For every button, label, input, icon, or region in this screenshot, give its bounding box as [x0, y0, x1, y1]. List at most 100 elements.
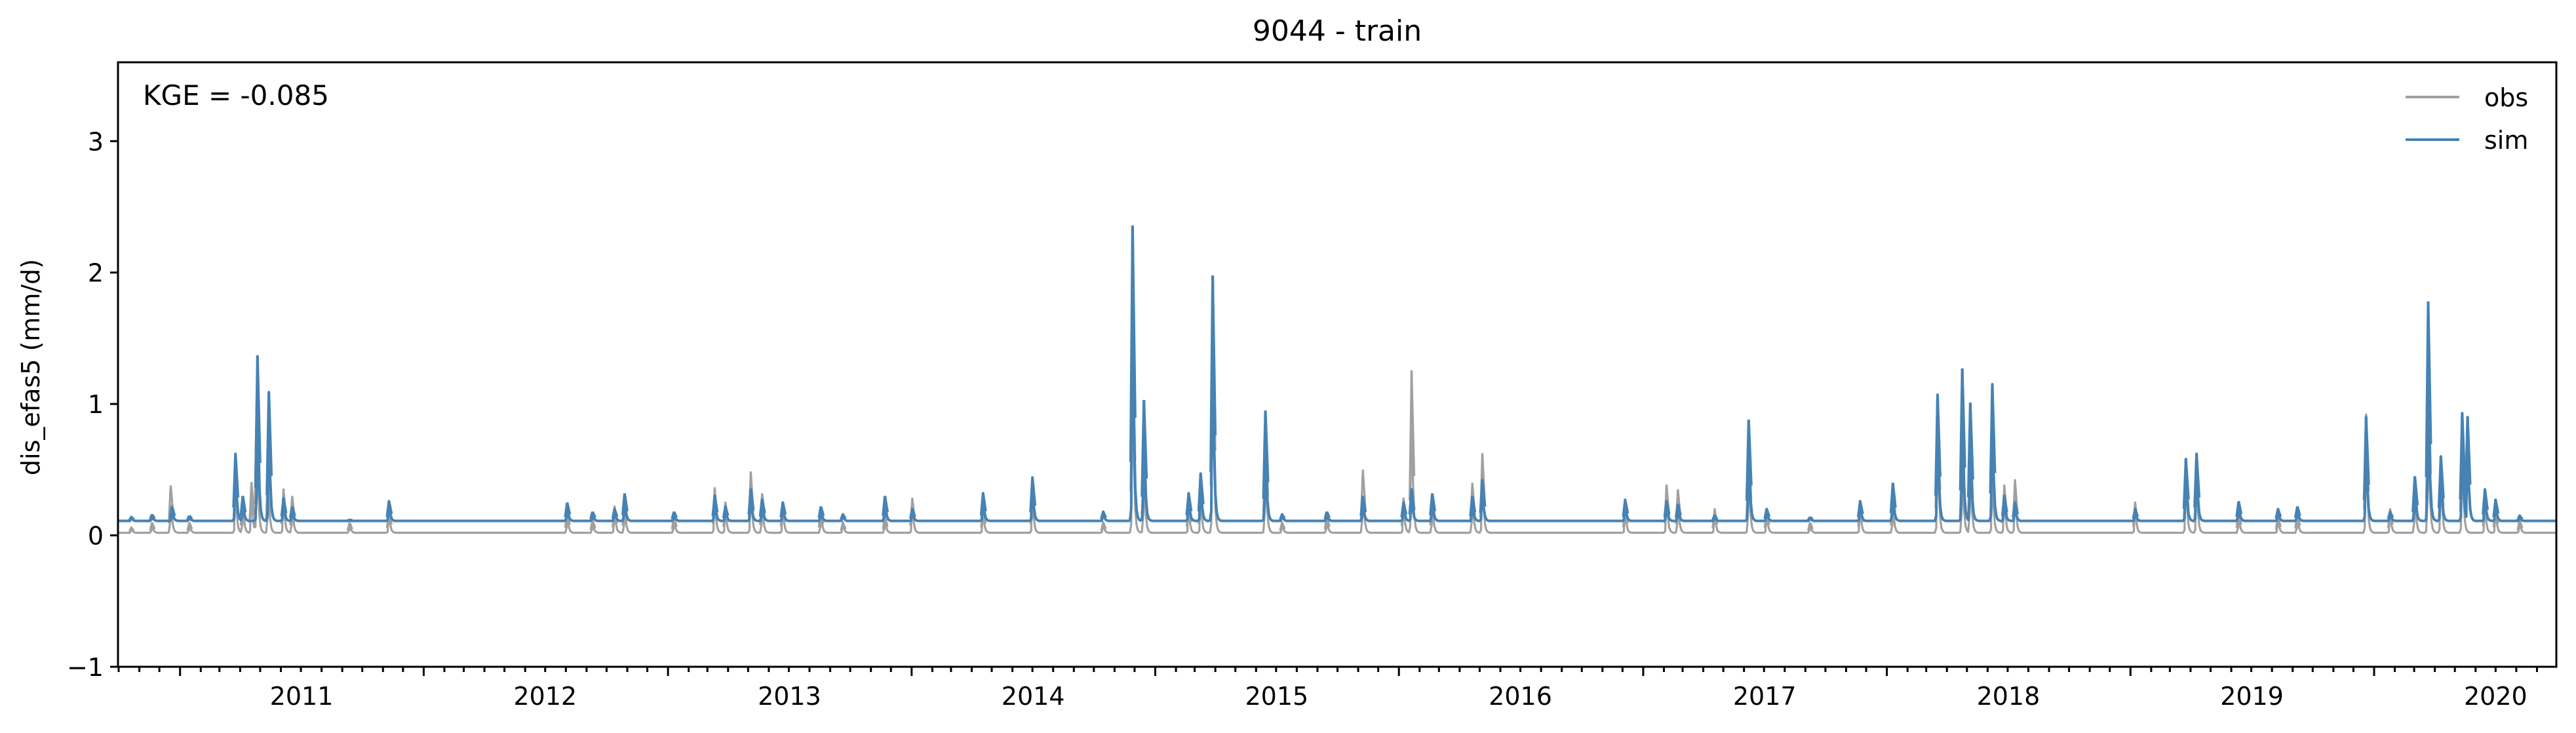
y-tick-label: −1	[67, 653, 104, 682]
peak-sim	[1325, 511, 1331, 519]
peak-sim	[1264, 410, 1270, 483]
legend-sim-label: sim	[2484, 126, 2528, 155]
peak-sim	[724, 505, 730, 517]
peak-sim	[1199, 473, 1205, 505]
peak-obs	[1410, 370, 1416, 477]
peak-obs	[884, 515, 889, 527]
x-tick-label: 2011	[270, 682, 334, 711]
y-tick-label: 2	[88, 259, 104, 288]
peak-sim	[1142, 400, 1148, 479]
series-line-sim	[118, 225, 2556, 523]
peak-sim	[349, 518, 353, 522]
peak-sim	[188, 515, 193, 520]
peak-obs	[2518, 519, 2524, 529]
peak-sim	[282, 498, 288, 513]
peak-sim	[1361, 496, 1367, 513]
peak-obs	[188, 521, 193, 530]
peak-obs	[842, 521, 847, 530]
peak-sim	[760, 498, 766, 513]
x-tick-label: 2019	[2220, 682, 2284, 711]
peak-sim	[1624, 500, 1630, 514]
peak-sim	[2134, 508, 2139, 517]
peak-sim	[981, 493, 987, 512]
peak-sim	[819, 505, 825, 517]
peak-sim	[1102, 511, 1107, 519]
peak-sim	[2427, 301, 2432, 445]
series-line-obs	[118, 298, 2556, 534]
peak-sim	[1713, 515, 1719, 520]
peak-sim	[2439, 456, 2445, 499]
peak-sim	[2237, 501, 2243, 515]
y-tick-label: 1	[88, 390, 104, 419]
peak-sim	[781, 502, 787, 515]
peak-obs	[250, 483, 256, 516]
peak-sim	[1809, 516, 1814, 521]
x-tick-label: 2020	[2464, 682, 2527, 711]
peak-sim	[713, 496, 719, 513]
peak-sim	[2276, 508, 2282, 517]
peak-sim	[170, 505, 176, 517]
peak-sim	[884, 496, 889, 513]
peak-obs	[130, 526, 135, 532]
peak-sim	[2389, 511, 2394, 519]
peak-sim	[623, 493, 629, 512]
peak-sim	[130, 516, 135, 521]
peak-sim	[2295, 505, 2301, 517]
x-tick-label: 2012	[513, 682, 577, 711]
x-tick-label: 2016	[1489, 682, 1552, 711]
peak-sim	[1968, 403, 1974, 480]
peak-obs	[348, 521, 353, 530]
peak-sim	[1961, 368, 1966, 468]
y-tick-label: 3	[88, 127, 104, 156]
peak-sim	[749, 489, 755, 510]
peak-sim	[2014, 502, 2020, 515]
kge-annotation: KGE = -0.085	[143, 79, 329, 111]
peak-sim	[241, 496, 247, 513]
x-tick-label: 2018	[1977, 682, 2040, 711]
peak-sim	[842, 513, 847, 520]
peak-sim	[347, 518, 351, 522]
peak-obs	[1102, 521, 1107, 530]
peak-sim	[2518, 515, 2524, 520]
peak-sim	[910, 508, 916, 517]
legend: obs sim	[2406, 83, 2528, 155]
peak-sim	[1747, 420, 1753, 486]
peak-sim	[2364, 417, 2370, 485]
legend-obs-label: obs	[2484, 83, 2528, 112]
peak-obs	[151, 521, 156, 530]
peak-sim	[1281, 513, 1286, 520]
peak-sim	[2413, 476, 2419, 505]
x-axis: 2011 2012 2013 2014 2015 2016 2017 2018 2019 2020	[117, 667, 2538, 711]
peak-obs	[591, 519, 596, 529]
peak-sim	[1936, 395, 1942, 477]
y-axis-label: dis_efas5 (mm/d)	[16, 259, 45, 475]
y-tick-label: 0	[88, 522, 104, 551]
peak-sim	[1481, 480, 1487, 507]
peak-sim	[1471, 496, 1477, 513]
peak-sim	[591, 511, 596, 519]
x-tick-label: 2013	[758, 682, 821, 711]
peak-sim	[2494, 500, 2500, 514]
y-axis: −1 0 1 2 3	[67, 127, 118, 682]
peak-sim	[2484, 489, 2489, 510]
peak-sim	[1858, 501, 1864, 515]
peak-sim	[1402, 502, 1408, 515]
peak-sim	[1431, 493, 1437, 512]
peak-sim	[1991, 384, 1997, 473]
peak-sim	[2184, 459, 2190, 500]
peak-sim	[1765, 508, 1771, 517]
peak-sim	[1891, 483, 1897, 508]
peak-sim	[2466, 417, 2472, 485]
peak-sim	[290, 505, 296, 517]
peak-sim	[613, 508, 619, 517]
peak-sim	[673, 511, 678, 519]
peak-sim	[2195, 454, 2201, 498]
peak-sim	[1665, 501, 1671, 515]
peak-obs	[1281, 521, 1286, 530]
chart-title: 9044 - train	[1253, 14, 1422, 48]
peak-sim	[387, 501, 393, 515]
peak-sim	[1187, 493, 1193, 512]
peak-sim	[566, 502, 572, 515]
